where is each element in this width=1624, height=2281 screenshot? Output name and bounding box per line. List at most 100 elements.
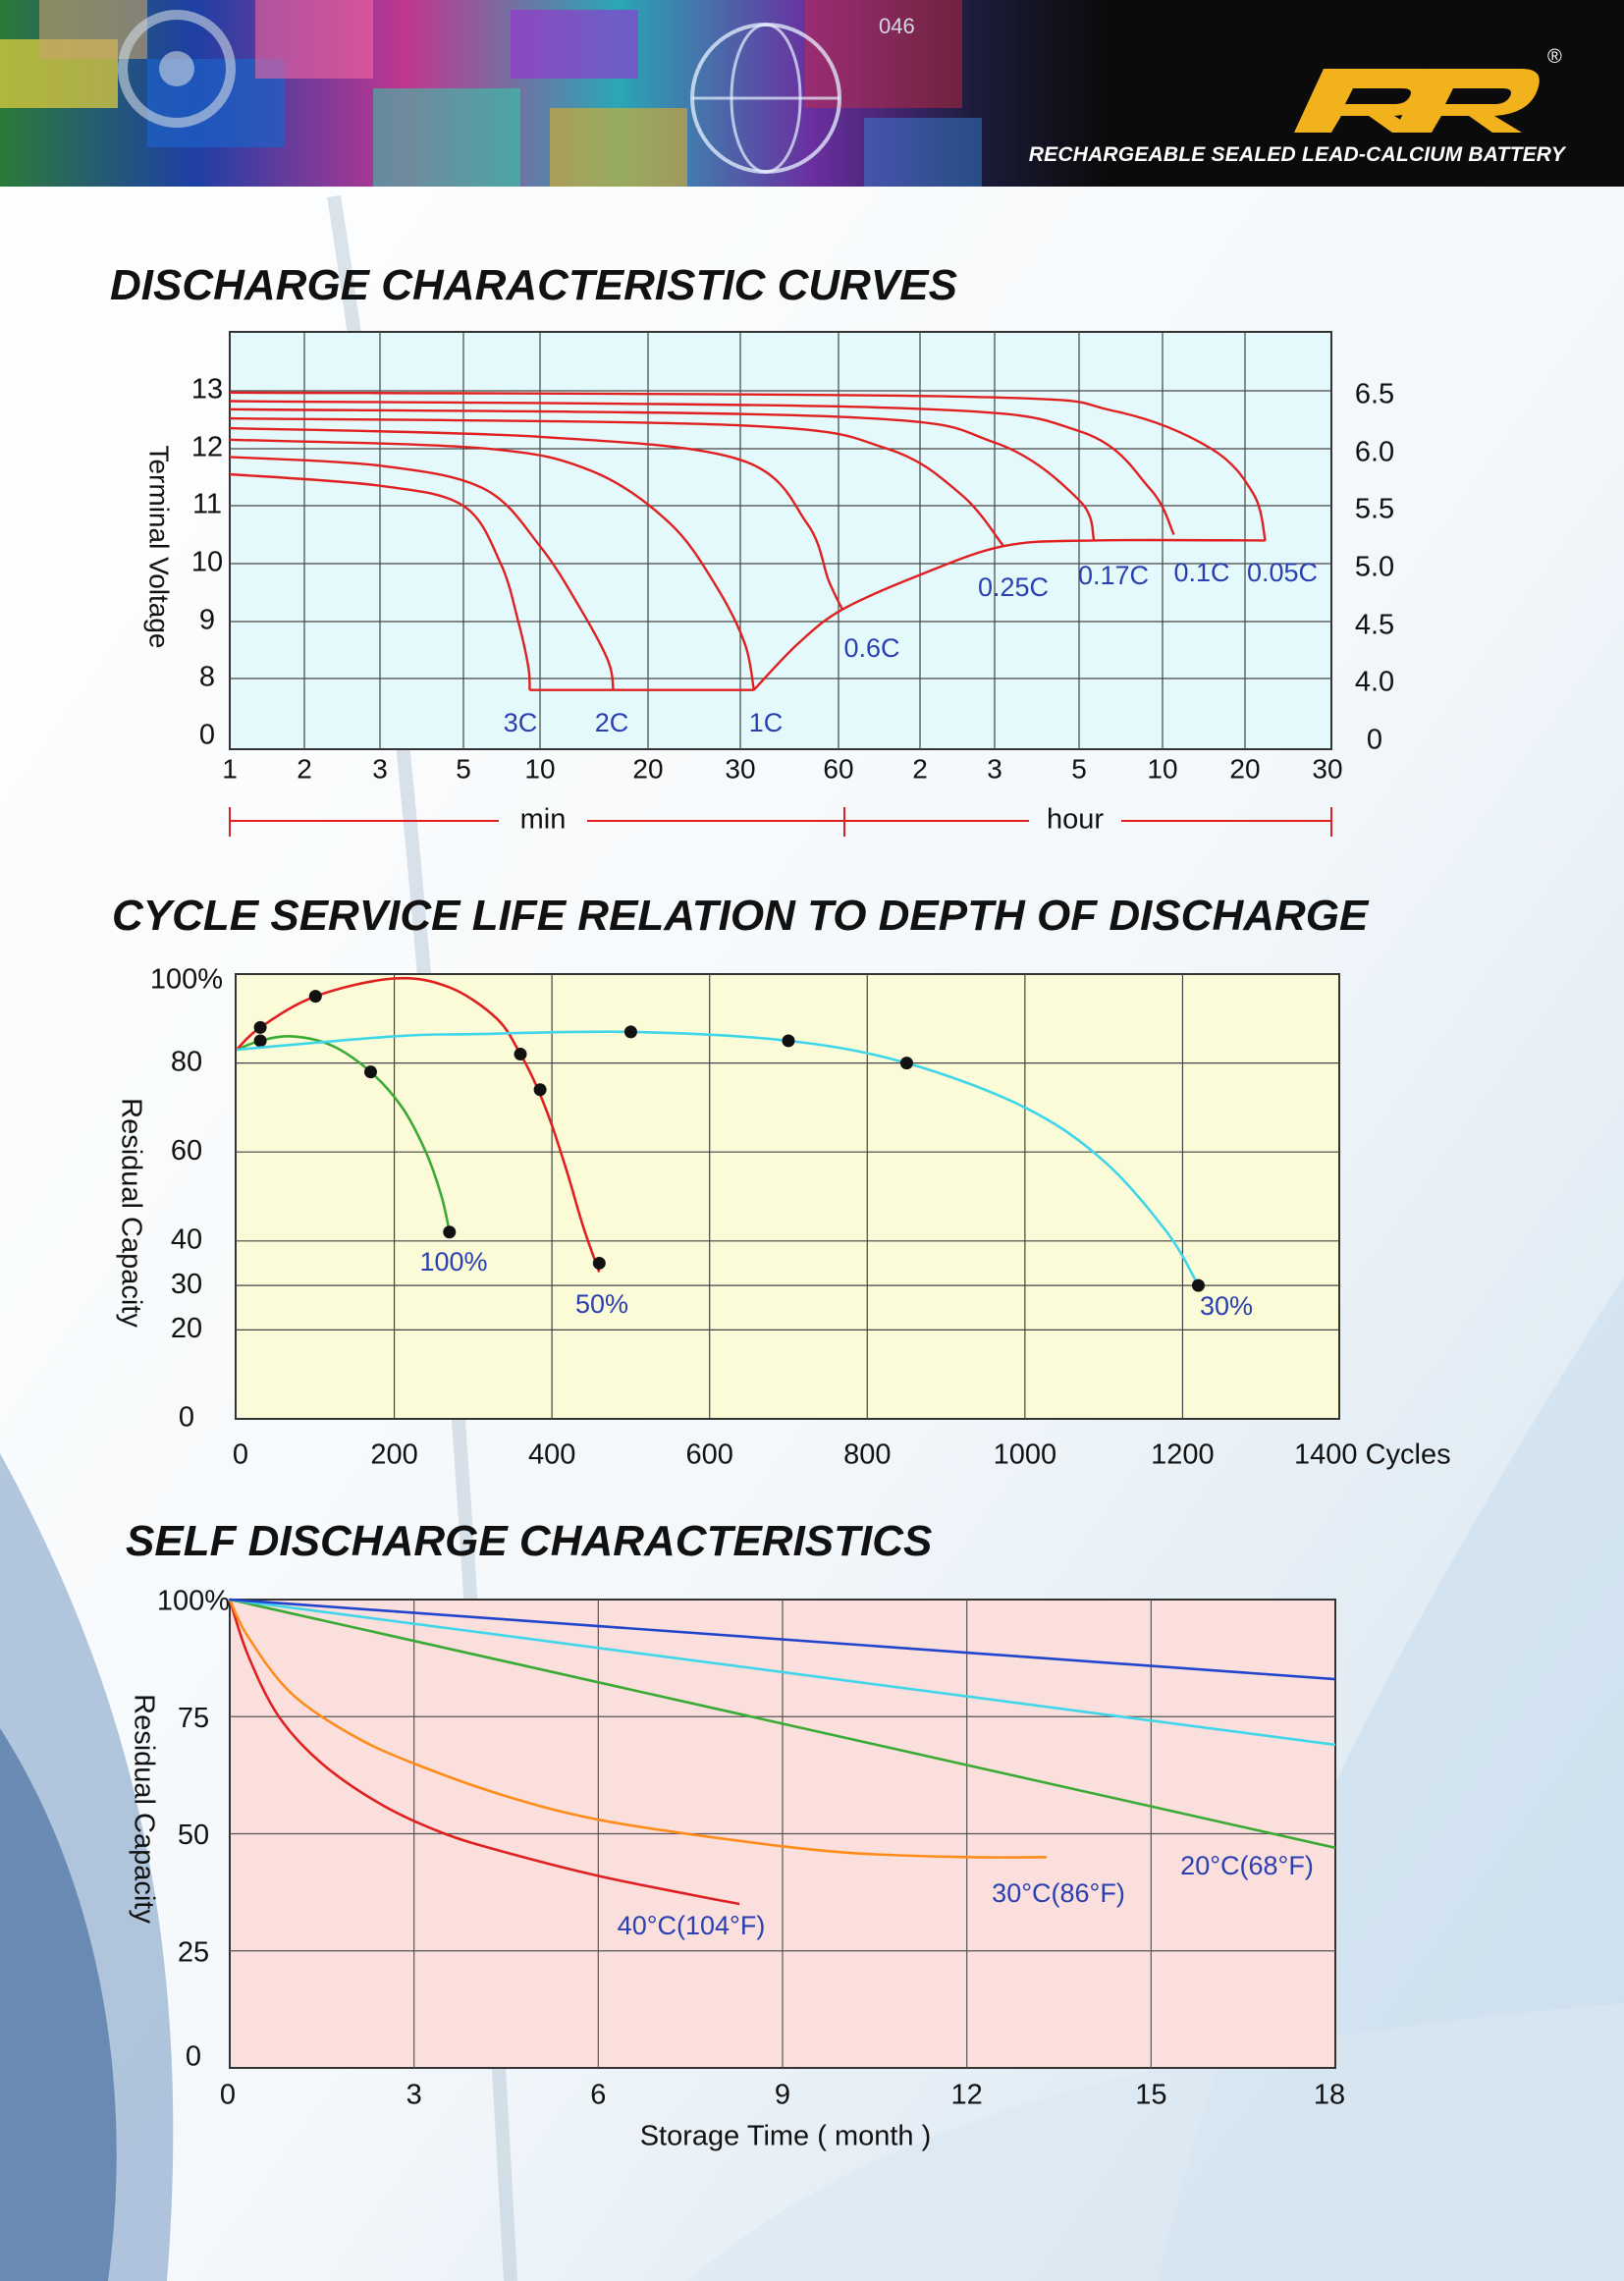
chart1-xtick: 5	[456, 753, 471, 784]
chart3-ytick: 25	[178, 1936, 209, 1968]
chart3-series-unlabeled-4	[229, 1598, 1336, 1681]
chart3-xtick: 15	[1135, 2080, 1166, 2111]
chart1-xtick: 3	[987, 753, 1002, 784]
banner-display-text: 046	[879, 14, 915, 38]
chart1-label-0.25C: 0.25C	[978, 572, 1049, 602]
chart1-series-0.05C	[229, 391, 1267, 541]
chart3-ytick: 75	[178, 1703, 209, 1734]
rr-logo-icon	[1294, 69, 1540, 133]
chart1-ytick-left: 8	[199, 662, 215, 693]
chart2-label-50%: 50%	[575, 1289, 628, 1319]
chart1-xtick: 2	[912, 753, 928, 784]
chart1-xtick: 20	[632, 753, 663, 784]
chart1-ytick-right: 4.0	[1355, 667, 1394, 698]
chart3-ytick: 100%	[157, 1586, 230, 1617]
chart2-series-30%	[236, 1030, 1200, 1286]
chart1-ytick-left: 0	[199, 720, 215, 751]
chart3-label: 40°C(104°F)	[618, 1911, 766, 1940]
chart1-ytick-right: 5.0	[1355, 552, 1394, 583]
chart2-ytick: 20	[171, 1313, 202, 1344]
chart1-series-0.1C	[229, 400, 1175, 536]
chart1-ytick-right: 5.5	[1355, 494, 1394, 525]
chart1-group-label-min: min	[520, 804, 567, 836]
chart1-label-0.05C: 0.05C	[1247, 558, 1318, 587]
chart1-label-3C: 3C	[504, 708, 538, 737]
chart1-cutoff-curve	[752, 538, 1266, 691]
chart3-series-30°C(86°F)	[228, 1599, 1048, 1859]
chart2-marker	[533, 1083, 547, 1097]
chart3-xtick: 0	[220, 2080, 236, 2111]
chart1-group-label-hour: hour	[1047, 804, 1104, 836]
chart2-xtick: 800	[843, 1439, 891, 1471]
chart3-xtick: 9	[775, 2080, 790, 2111]
chart1-xtick: 3	[372, 753, 388, 784]
chart2-marker	[514, 1048, 527, 1061]
chart3-series-40°C(104°F)	[228, 1599, 740, 1906]
chart2-xtick: 1000	[994, 1439, 1057, 1471]
chart1-label-0.1C: 0.1C	[1173, 558, 1229, 587]
chart3-series-unlabeled-3	[229, 1598, 1336, 1747]
chart1-ytick-right: 0	[1367, 725, 1382, 756]
chart1-series-0.25C	[229, 416, 1005, 547]
chart3-ylabel: Residual Capacity	[128, 1694, 159, 1924]
chart1-label-2C: 2C	[595, 708, 629, 737]
chart2-ytick: 80	[171, 1046, 202, 1077]
chart1-series-1C	[229, 438, 755, 690]
chart1-series-3C	[229, 472, 531, 690]
chart2-ytick: 0	[179, 1402, 194, 1434]
chart2-marker	[1191, 1278, 1205, 1292]
cycle-life-title: CYCLE SERVICE LIFE RELATION TO DEPTH OF …	[112, 892, 1369, 940]
chart2-series-50%	[236, 976, 601, 1273]
chart1-xtick: 30	[725, 753, 755, 784]
discharge-curves-title: DISCHARGE CHARACTERISTIC CURVES	[110, 261, 957, 309]
chart2-xtick: 200	[370, 1439, 417, 1471]
chart1-label-0.17C: 0.17C	[1078, 561, 1149, 590]
chart2-ytick: 60	[171, 1135, 202, 1167]
chart2-ytick: 40	[171, 1223, 202, 1255]
chart2-xtick: 1200	[1151, 1439, 1215, 1471]
chart2-xtick: 1400 Cycles	[1294, 1439, 1451, 1471]
banner-collage-image: 046 ®	[0, 0, 1624, 187]
chart1-series-0.17C	[229, 407, 1096, 541]
chart2-label-100%: 100%	[419, 1247, 487, 1276]
chart2-ytick: 100%	[150, 964, 223, 996]
chart3-xtick: 6	[590, 2080, 606, 2111]
chart1-xtick: 60	[823, 753, 853, 784]
chart1-xtick: 1	[222, 753, 238, 784]
chart2-marker	[623, 1025, 637, 1039]
chart1-ytick-left: 13	[191, 374, 223, 406]
chart1-ytick-left: 10	[191, 547, 223, 578]
chart1-ytick-left: 11	[192, 489, 222, 520]
chart2-marker	[308, 990, 322, 1004]
chart3-xtick: 18	[1314, 2080, 1345, 2111]
chart2-xtick: 0	[233, 1439, 248, 1471]
chart2-ylabel: Residual Capacity	[115, 1098, 146, 1328]
chart3-ytick: 50	[178, 1819, 209, 1851]
chart2-marker	[443, 1225, 457, 1239]
chart2-xtick: 400	[528, 1439, 575, 1471]
chart1-series-2C	[229, 456, 615, 690]
chart2-marker	[363, 1065, 377, 1079]
chart2-plot-area	[235, 973, 1340, 1420]
chart1-xtick: 2	[297, 753, 312, 784]
chart1-xtick: 10	[524, 753, 555, 784]
chart3-series-20°C(68°F)	[229, 1598, 1336, 1850]
chart2-marker	[253, 1020, 267, 1034]
chart1-label-0.6C: 0.6C	[843, 633, 899, 663]
chart2-marker	[899, 1057, 913, 1070]
chart2-label-30%: 30%	[1200, 1291, 1253, 1321]
chart1-ytick-right: 4.5	[1355, 610, 1394, 641]
chart1-xtick: 30	[1312, 753, 1342, 784]
header-banner: 046 ® RECHARGEABLE SEALED LEAD-CALCIUM B…	[0, 0, 1624, 187]
registered-mark: ®	[1547, 46, 1562, 68]
chart3-xtick: 3	[406, 2080, 422, 2111]
brand-tagline: RECHARGEABLE SEALED LEAD-CALCIUM BATTERY	[1028, 143, 1565, 166]
chart3-label: 20°C(68°F)	[1180, 1851, 1314, 1880]
chart1-series-0.6C	[229, 426, 843, 611]
self-discharge-title: SELF DISCHARGE CHARACTERISTICS	[126, 1517, 933, 1565]
chart1-ytick-left: 12	[191, 432, 223, 463]
chart1-ytick-right: 6.5	[1355, 379, 1394, 410]
chart3-label: 30°C(86°F)	[992, 1878, 1125, 1908]
chart1-xtick: 20	[1229, 753, 1260, 784]
